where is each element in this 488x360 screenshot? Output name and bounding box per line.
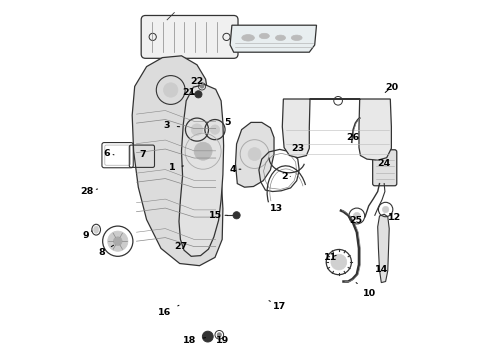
Text: 22: 22 xyxy=(190,77,203,85)
Circle shape xyxy=(113,237,122,246)
Polygon shape xyxy=(235,122,273,187)
Polygon shape xyxy=(179,85,223,256)
Circle shape xyxy=(194,142,212,160)
FancyBboxPatch shape xyxy=(141,15,238,58)
Circle shape xyxy=(330,254,346,270)
Text: 6: 6 xyxy=(103,149,114,158)
Text: 19: 19 xyxy=(215,336,228,345)
Text: 7: 7 xyxy=(140,150,146,159)
Text: 3: 3 xyxy=(163,122,179,130)
Circle shape xyxy=(210,125,219,134)
Ellipse shape xyxy=(291,35,302,40)
Circle shape xyxy=(352,212,360,220)
Circle shape xyxy=(232,212,240,219)
Circle shape xyxy=(194,91,202,98)
Text: 18: 18 xyxy=(183,336,205,345)
Text: 1: 1 xyxy=(168,163,183,172)
Text: 17: 17 xyxy=(268,301,286,311)
Text: 16: 16 xyxy=(158,305,179,317)
Polygon shape xyxy=(282,99,390,160)
Circle shape xyxy=(191,124,203,135)
Text: 4: 4 xyxy=(229,165,241,174)
Ellipse shape xyxy=(275,35,285,40)
Text: 13: 13 xyxy=(269,204,282,213)
Ellipse shape xyxy=(259,33,269,39)
Text: 28: 28 xyxy=(80,187,98,196)
Text: 25: 25 xyxy=(348,216,361,225)
Circle shape xyxy=(247,148,261,161)
Text: 10: 10 xyxy=(355,283,376,298)
Text: 27: 27 xyxy=(173,242,187,251)
Polygon shape xyxy=(377,214,388,283)
Text: 12: 12 xyxy=(387,213,401,222)
Text: 8: 8 xyxy=(98,245,113,257)
Polygon shape xyxy=(132,56,223,266)
FancyBboxPatch shape xyxy=(372,150,396,186)
Text: 20: 20 xyxy=(384,83,397,93)
Text: 21: 21 xyxy=(182,88,195,97)
Text: 14: 14 xyxy=(375,265,388,274)
Circle shape xyxy=(163,83,178,97)
Circle shape xyxy=(200,85,203,88)
Circle shape xyxy=(217,333,221,337)
Circle shape xyxy=(382,206,388,213)
Text: 24: 24 xyxy=(377,159,390,168)
Ellipse shape xyxy=(241,35,254,41)
Polygon shape xyxy=(230,25,316,52)
Ellipse shape xyxy=(94,226,99,233)
Text: 11: 11 xyxy=(323,253,336,262)
Text: 26: 26 xyxy=(346,133,359,142)
Text: 23: 23 xyxy=(291,144,304,153)
Text: 9: 9 xyxy=(82,231,92,240)
Circle shape xyxy=(202,331,213,342)
Circle shape xyxy=(107,231,127,251)
Text: 15: 15 xyxy=(209,211,227,220)
Text: 5: 5 xyxy=(224,118,230,127)
Text: 2: 2 xyxy=(280,172,290,181)
